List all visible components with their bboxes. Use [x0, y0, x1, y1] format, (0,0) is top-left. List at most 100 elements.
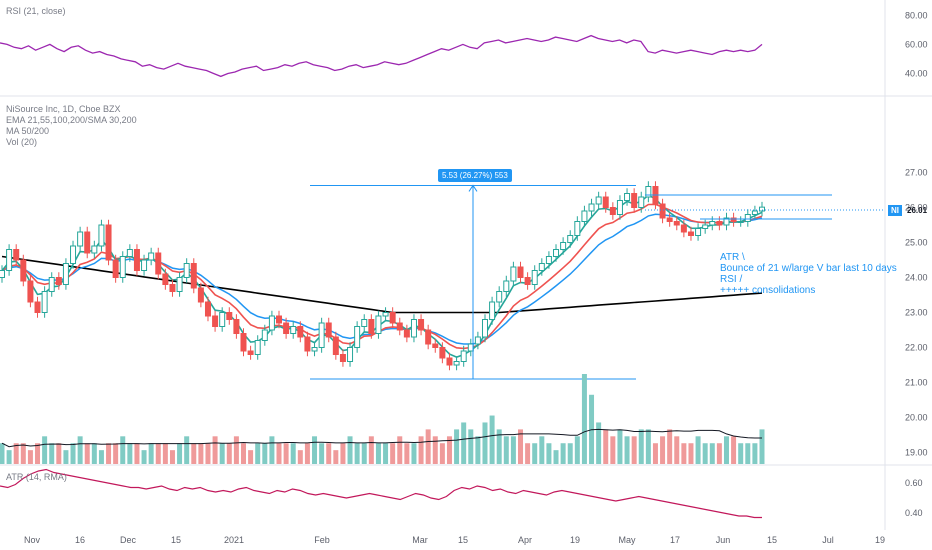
volume-bar: [340, 443, 346, 464]
volume-bar: [63, 450, 69, 464]
x-tick-label: Jul: [822, 535, 834, 545]
measure-arrow-head: [468, 184, 478, 192]
volume-bar: [155, 443, 161, 464]
candle-body: [425, 329, 432, 345]
volume-bar: [681, 443, 687, 464]
candle-body: [332, 336, 339, 355]
volume-bar: [624, 436, 630, 464]
volume-bar: [695, 436, 701, 464]
volume-bar: [35, 443, 41, 464]
volume-bar: [20, 443, 26, 464]
x-tick-label: 19: [570, 535, 580, 545]
ma-legend: MA 50/200: [6, 126, 50, 136]
ema-legend: EMA 21,55,100,200/SMA 30,200: [6, 115, 137, 125]
candle-body: [709, 221, 716, 226]
note-line-1: ATR \: [720, 252, 745, 263]
volume-bar: [134, 443, 140, 464]
volume-bar: [77, 436, 83, 464]
candle-body: [347, 347, 354, 362]
candle-body: [126, 249, 133, 257]
volume-bar: [177, 443, 183, 464]
candle-body: [382, 312, 389, 317]
x-tick-label: 16: [75, 535, 85, 545]
volume-bar: [368, 436, 374, 464]
candle-body: [48, 277, 55, 292]
candle-body: [204, 301, 211, 317]
atr-legend: ATR (14, RMA): [6, 472, 67, 482]
candle-body: [396, 322, 403, 331]
candle-body: [162, 273, 169, 285]
sma200-line: [1, 255, 763, 314]
candle-body: [254, 340, 261, 355]
candle-body: [687, 231, 694, 236]
candle-body: [751, 210, 758, 215]
volume-bar: [510, 436, 516, 464]
volume-bar: [731, 436, 737, 464]
candle-body: [20, 259, 27, 282]
volume-bar: [617, 429, 623, 464]
candle-body: [609, 207, 616, 215]
symbol-legend: NiSource Inc, 1D, Cboe BZX: [6, 104, 121, 114]
candle-body: [560, 242, 567, 250]
candle-body: [489, 301, 496, 320]
candle-body: [361, 319, 368, 327]
candle-body: [34, 301, 41, 313]
candle-body: [744, 214, 751, 222]
volume-bar: [219, 443, 225, 464]
volume-bar: [716, 443, 722, 464]
candle-body: [545, 256, 552, 264]
volume-bar: [354, 443, 360, 464]
volume-bar: [276, 443, 282, 464]
candle-body: [268, 315, 275, 331]
candle-body: [581, 210, 588, 222]
volume-bar: [326, 443, 332, 464]
candle-body: [190, 263, 197, 289]
candle-body: [567, 235, 574, 243]
x-tick-label: Dec: [120, 535, 137, 545]
volume-bar: [397, 436, 403, 464]
candle-body: [624, 193, 631, 201]
candle-body: [176, 277, 183, 292]
candle-body: [6, 249, 13, 271]
volume-bar: [411, 443, 417, 464]
candle-body: [439, 347, 446, 359]
candle-body: [730, 217, 737, 222]
candle-body: [716, 221, 723, 226]
candle-body: [84, 231, 91, 254]
volume-bar: [745, 443, 751, 464]
volume-bar: [169, 450, 175, 464]
volume-bar: [432, 436, 438, 464]
x-tick-label: Feb: [314, 535, 330, 545]
volume-bar: [205, 443, 211, 464]
candle-body: [631, 193, 638, 208]
volume-bar: [226, 443, 232, 464]
candle-body: [375, 315, 382, 334]
volume-bar: [290, 443, 296, 464]
rsi-legend: RSI (21, close): [6, 6, 66, 16]
volume-bar: [581, 374, 587, 464]
volume-bar: [361, 443, 367, 464]
candle-body: [574, 221, 581, 236]
candle-body: [695, 228, 702, 236]
candle-body: [141, 259, 148, 271]
volume-bar: [49, 443, 55, 464]
volume-bar: [84, 443, 90, 464]
candle-body: [169, 284, 176, 292]
note-line-2: Bounce of 21 w/large V bar last 10 days: [720, 263, 897, 274]
candle-body: [112, 259, 119, 278]
volume-bar: [418, 436, 424, 464]
candle-body: [368, 319, 375, 334]
volume-bar: [56, 443, 62, 464]
volume-bar: [723, 436, 729, 464]
volume-bar: [162, 443, 168, 464]
rsi-line: [0, 34, 763, 78]
candle-body: [0, 270, 5, 278]
volume-bar: [106, 443, 112, 464]
candle-body: [553, 249, 560, 257]
volume-bar: [141, 450, 147, 464]
candle-body: [233, 319, 240, 334]
x-tick-label: 15: [767, 535, 777, 545]
x-tick-label: 15: [171, 535, 181, 545]
candle-body: [70, 245, 77, 264]
